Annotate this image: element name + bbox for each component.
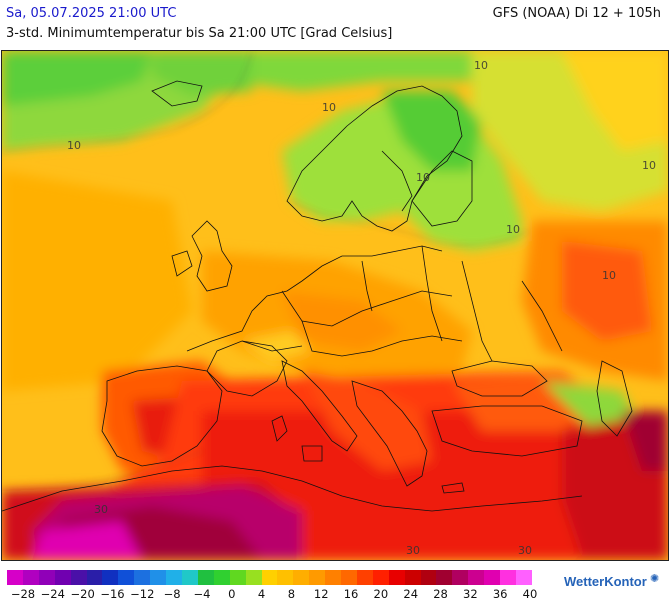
- legend-color-swatch: [468, 570, 485, 585]
- color-scale-labels: −28 −24 −20 −16 −12 −8 −4 0 4 8 12 16 20 24 28 32 36 40: [0, 587, 540, 601]
- legend-color-swatch: [452, 570, 469, 585]
- legend-color-swatch: [404, 570, 421, 585]
- legend-tick-label: −16: [100, 587, 125, 601]
- legend-tick-label: 40: [522, 587, 538, 601]
- isotherm-lines: [2, 51, 528, 492]
- legend-tick-label: 32: [463, 587, 478, 601]
- legend-color-swatch: [372, 570, 389, 585]
- temperature-map: 10 10 10 10 10 10 30 30 30 10: [1, 50, 669, 561]
- legend-tick-label: 16: [343, 587, 359, 601]
- isotherm-label: 10: [67, 139, 81, 152]
- legend-tick-label: 4: [257, 587, 266, 601]
- legend-tick-label: −4: [193, 587, 211, 601]
- legend-color-swatch: [7, 570, 23, 585]
- legend-color-swatch: [22, 570, 39, 585]
- legend-color-swatch: [150, 570, 167, 585]
- legend-tick-label: −24: [40, 587, 65, 601]
- isotherm-label: 10: [506, 223, 520, 236]
- legend-tick-label: −28: [10, 587, 36, 601]
- legend-color-swatch: [277, 570, 294, 585]
- isotherm-label: 10: [642, 159, 656, 172]
- legend-tick-label: 12: [313, 587, 329, 601]
- legend-tick-label: 36: [492, 587, 508, 601]
- legend-color-swatch: [356, 570, 373, 585]
- legend-color-swatch: [118, 570, 135, 585]
- legend-tick-label: 8: [287, 587, 296, 601]
- legend-tick-label: −8: [163, 587, 181, 601]
- wetterkontor-logo[interactable]: WetterKontor: [564, 574, 647, 589]
- isotherm-label: 30: [94, 503, 108, 516]
- legend-color-swatch: [213, 570, 230, 585]
- legend-color-swatch: [309, 570, 326, 585]
- legend-color-swatch: [134, 570, 151, 585]
- legend-color-swatch: [516, 570, 532, 585]
- temperature-shading: [2, 51, 668, 560]
- legend-color-swatch: [166, 570, 182, 585]
- legend-color-swatch: [181, 570, 198, 585]
- legend-color-swatch: [388, 570, 405, 585]
- color-scale-legend: [7, 570, 532, 585]
- legend-tick-label: 24: [403, 587, 419, 601]
- legend-color-swatch: [54, 570, 71, 585]
- isotherm-label: 30: [406, 544, 420, 557]
- legend-color-swatch: [436, 570, 453, 585]
- legend-tick-label: 0: [228, 587, 236, 601]
- isotherm-label: 10: [602, 269, 616, 282]
- legend-color-swatch: [229, 570, 246, 585]
- legend-color-swatch: [102, 570, 119, 585]
- legend-color-swatch: [420, 570, 437, 585]
- legend-tick-label: −12: [130, 587, 155, 601]
- legend-color-swatch: [500, 570, 516, 585]
- legend-color-swatch: [245, 570, 262, 585]
- legend-color-swatch: [325, 570, 342, 585]
- legend-color-swatch: [86, 570, 103, 585]
- legend-color-swatch: [197, 570, 214, 585]
- legend-tick-label: 28: [433, 587, 448, 601]
- legend-color-swatch: [484, 570, 501, 585]
- legend-color-swatch: [341, 570, 357, 585]
- isotherm-label: 30: [518, 544, 532, 557]
- model-run-label: GFS (NOAA) Di 12 + 105h: [492, 6, 661, 21]
- coastlines: [2, 80, 633, 512]
- isotherm-labels: 10 10 10 10 10 10 30 30 30 10: [67, 59, 656, 557]
- valid-datetime: Sa, 05.07.2025 21:00 UTC: [6, 6, 177, 21]
- isotherm-label: 10: [322, 101, 336, 114]
- map-subtitle: 3-std. Minimumtemperatur bis Sa 21:00 UT…: [6, 26, 393, 41]
- sun-icon: ✺: [650, 572, 660, 585]
- isotherm-label: 10: [474, 59, 488, 72]
- legend-color-swatch: [70, 570, 87, 585]
- legend-color-swatch: [261, 570, 278, 585]
- legend-color-swatch: [38, 570, 55, 585]
- legend-tick-label: 20: [373, 587, 389, 601]
- isotherm-label: 10: [416, 171, 430, 184]
- legend-tick-label: −20: [70, 587, 95, 601]
- legend-color-swatch: [293, 570, 310, 585]
